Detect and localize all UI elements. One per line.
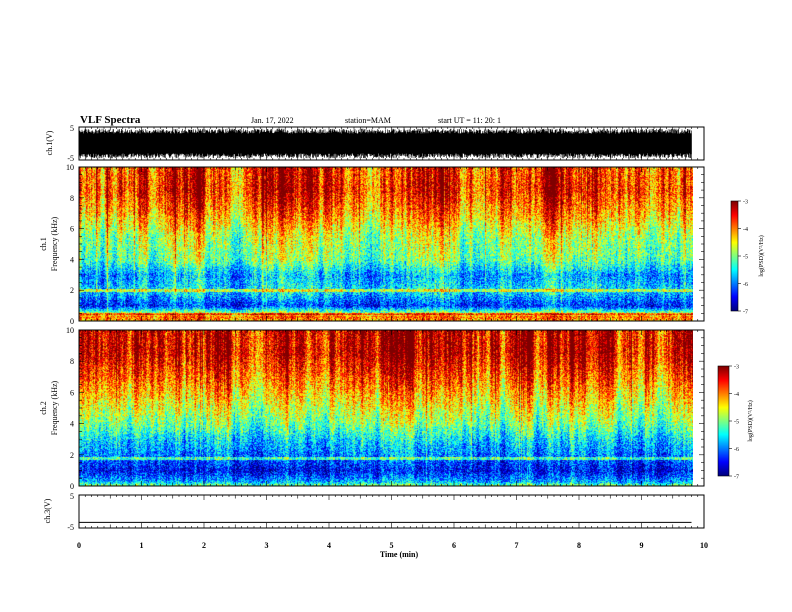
x-tick-label-6: 6: [452, 541, 456, 550]
ch3-waveform-panel: 5 -5 ch.3(V): [43, 492, 705, 532]
ch1-colorbar-tick-label: -6: [743, 282, 748, 288]
ch3-ytick-top: 5: [70, 492, 74, 501]
x-tick-label-4: 4: [327, 541, 331, 550]
time-axis-ticks: [78, 127, 705, 528]
ch1-colorbar: [731, 201, 738, 311]
ch2-colorbar-tick-label: -7: [734, 475, 739, 481]
ch2-colorbar-tick-label: -4: [734, 392, 739, 398]
ch1-waveform-panel: 5 -5 ch.1(V): [45, 124, 705, 163]
ch1-ytick-bottom: -5: [67, 154, 74, 163]
ch2-freq-tick-label: 10: [66, 326, 74, 335]
x-tick-label-3: 3: [265, 541, 269, 550]
ch2-freq-tick-label: 2: [70, 451, 74, 460]
ch2-colorbar: [718, 366, 729, 476]
ch2-ylabel-frequency: Frequency (kHz): [50, 380, 59, 435]
ch1-waveform-trace: [78, 128, 692, 159]
x-tick-label-7: 7: [515, 541, 519, 550]
x-tick-label-10: 10: [700, 541, 708, 550]
time-axis-tick-labels: 0 1 2 3 4 5 6 7 8 9 10: [77, 541, 708, 550]
ch3-ytick-bottom: -5: [67, 523, 74, 532]
ch1-spectrogram-image: [79, 167, 693, 321]
ch1-freq-tick-label: 0: [70, 317, 74, 326]
ch1-waveform-signal: [78, 128, 692, 159]
x-tick-label-0: 0: [77, 541, 81, 550]
ch2-colorbar-ticks: -3 -4 -5 -6 -7: [729, 365, 739, 481]
ch1-ylabel-frequency: Frequency (kHz): [50, 216, 59, 271]
x-tick-label-2: 2: [202, 541, 206, 550]
x-tick-label-9: 9: [640, 541, 644, 550]
ch1-colorbar-tick-label: -7: [743, 310, 748, 316]
ch1-colorbar-tick-label: -5: [743, 255, 748, 261]
ch1-ytick-top: 5: [70, 124, 74, 133]
ch1-freq-ticks: 0 2 4 6 8 10: [66, 163, 704, 326]
x-tick-label-1: 1: [140, 541, 144, 550]
ch2-spectrogram-image: [79, 330, 693, 486]
ch2-colorbar-label: log(PSD)(V²/Hz): [747, 400, 754, 441]
ch2-colorbar-tick-label: -6: [734, 447, 739, 453]
ch1-freq-tick-label: 10: [66, 163, 74, 172]
ch2-freq-ticks: 0 2 4 6 8 10: [66, 326, 704, 491]
x-axis-label: Time (min): [380, 550, 419, 559]
ch1-freq-tick-label: 8: [70, 194, 74, 203]
ch2-colorbar-tick-label: -5: [734, 420, 739, 426]
ch1-freq-tick-label: 6: [70, 225, 74, 234]
ch2-freq-tick-label: 0: [70, 482, 74, 491]
ch1-ylabel: ch.1(V): [45, 130, 54, 155]
ch2-freq-tick-label: 6: [70, 388, 74, 397]
ch3-ylabel: ch.3(V): [43, 498, 52, 523]
ch2-freq-tick-label: 8: [70, 357, 74, 366]
figure-start-time: start UT = 11: 20: 1: [438, 116, 501, 125]
ch2-ylabel-channel: ch.2: [39, 401, 48, 415]
ch1-colorbar-tick-label: -3: [743, 200, 748, 206]
ch1-colorbar-ticks: -3 -4 -5 -6 -7: [738, 200, 748, 316]
ch1-freq-tick-label: 4: [70, 255, 74, 264]
ch1-ylabel-channel: ch.1: [39, 237, 48, 251]
ch2-freq-tick-label: 4: [70, 420, 74, 429]
x-tick-label-5: 5: [390, 541, 394, 550]
figure-station: station=MAM: [345, 116, 391, 125]
figure-date: Jan. 17, 2022: [251, 116, 294, 125]
x-tick-label-8: 8: [577, 541, 581, 550]
ch2-colorbar-tick-label: -3: [734, 365, 739, 371]
ch1-freq-tick-label: 2: [70, 286, 74, 295]
ch1-colorbar-tick-label: -4: [743, 227, 748, 233]
ch1-colorbar-label: log(PSD)(V²/Hz): [758, 235, 765, 276]
figure-title: VLF Spectra: [80, 114, 141, 126]
